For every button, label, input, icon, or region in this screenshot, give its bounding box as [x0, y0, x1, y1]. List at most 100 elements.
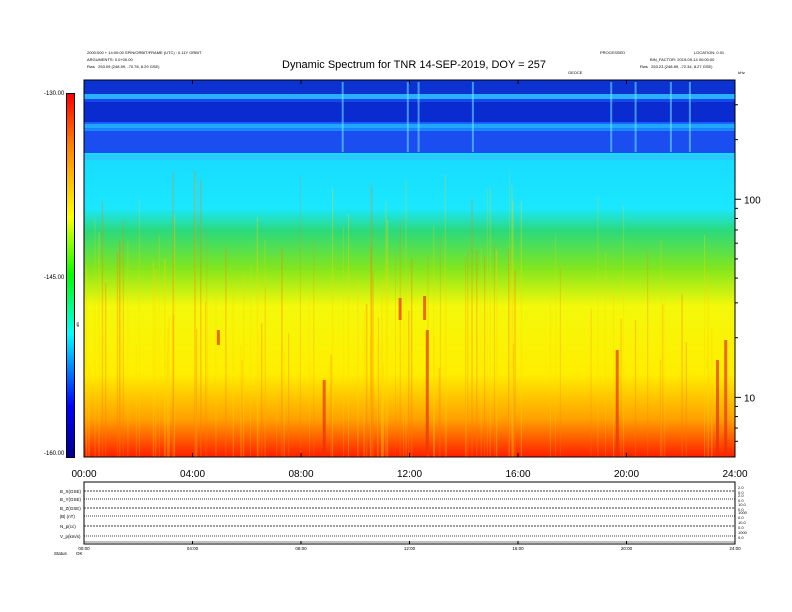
spectrum-streak: [512, 200, 514, 458]
spectrum-streak: [195, 177, 196, 457]
lower-right-tick: 0.0: [738, 525, 744, 530]
spectrum-streak: [476, 250, 478, 457]
spectrum-streak: [276, 369, 278, 457]
spectrum-streak: [509, 171, 510, 457]
spectrum-streak: [634, 320, 637, 457]
spectrum-streak: [174, 214, 176, 457]
spectrum-top-streak: [610, 82, 613, 152]
lower-right-tick: 2.0: [738, 485, 744, 490]
x-tick-label: 00:00: [71, 469, 96, 480]
y-tick-label: 10: [744, 393, 756, 404]
spectrum-streak: [122, 221, 124, 457]
lower-row-label: B_Z(GSE): [60, 506, 81, 511]
spectrum-streak: [513, 343, 514, 457]
spectrum-streak: [369, 337, 371, 457]
spectrum-streak: [623, 205, 625, 457]
spectrum-streak: [508, 248, 510, 457]
spectrum-top-streak: [406, 82, 409, 152]
lower-right-tick: 1000: [738, 510, 748, 515]
status-label: Status: [54, 551, 68, 556]
spectrum-streak: [330, 354, 332, 457]
band-light-2: [84, 124, 735, 128]
header-left-line2: ARGUMENTS: 0.0+00.00: [87, 57, 133, 62]
x-tick-label: 08:00: [288, 469, 313, 480]
spectrum-streak: [590, 308, 592, 457]
spectrum-streak: [196, 329, 198, 457]
spectrum-streak: [706, 272, 708, 457]
spectrum-streak: [94, 219, 96, 457]
spectrum-streak: [605, 252, 606, 457]
spectrum-streak: [378, 317, 379, 457]
spectrum-streak: [127, 241, 129, 457]
header-left-rws-value: 253.09 (248.59, -70.78, 8.29 GSE): [98, 64, 160, 69]
spectrum-streak: [372, 279, 374, 457]
spectrum-streak: [704, 235, 705, 457]
lower-x-tick-label: 04:00: [187, 546, 199, 551]
spectrum-streak: [232, 283, 234, 457]
lower-row-label: N_p(cc): [60, 524, 76, 529]
header-right-line2: BIN_FACTOR: 2019-09-14 00:00:00: [650, 57, 715, 62]
spectrum-streak: [597, 197, 599, 458]
spectrum-streak: [471, 198, 473, 457]
spectrum-streak: [381, 280, 383, 457]
colorbar: [66, 93, 75, 458]
spectrum-burst: [615, 350, 619, 455]
spectrum-streak: [357, 280, 359, 457]
spectrum-streak: [88, 365, 90, 457]
lower-right-tick: 0.0: [738, 535, 744, 540]
lower-x-tick-label: 08:00: [295, 546, 307, 551]
header-right-rws-value: 253.23 (248.89, -72.34, 8.27 GSE): [651, 64, 713, 69]
spectrum-burst: [724, 340, 728, 455]
spectrum-streak: [200, 180, 202, 457]
spectrum-streak: [613, 292, 615, 457]
spectrum-streak: [194, 170, 196, 457]
lower-right-tick: 10.0: [738, 502, 747, 507]
spectrum-streak: [465, 258, 466, 457]
spectrum-streak: [549, 297, 551, 457]
spectrum-streak: [196, 367, 198, 457]
band-light-3: [84, 155, 735, 160]
spectrum-burst: [322, 380, 326, 455]
spectrum-burst: [398, 298, 402, 320]
spectrum-streak: [313, 240, 315, 457]
spectrum-streak: [370, 245, 372, 457]
spectrum-streak: [166, 328, 169, 457]
spectrum-streak: [465, 302, 467, 457]
spectrum-streak: [309, 296, 310, 457]
spectrum-streak: [250, 264, 251, 457]
header-center-tag: GEOCE: [568, 70, 583, 75]
spectrum-streak: [662, 304, 664, 457]
spectrum-streak: [377, 342, 379, 457]
lower-right-tick: 0.0: [738, 515, 744, 520]
band-blue-3: [84, 131, 735, 153]
spectrum-streak: [370, 185, 373, 457]
spectrum-streak: [241, 359, 243, 457]
lower-row-label: B_X(GSE): [60, 489, 82, 494]
y-tick-label: 100: [744, 195, 761, 206]
spectrum-streak: [372, 271, 374, 457]
spectrogram-streaks: [86, 82, 728, 458]
spectrum-streak: [168, 315, 170, 457]
header-corner-tag: kHz: [738, 70, 745, 75]
spectrum-burst: [716, 360, 719, 455]
x-tick-label: 16:00: [505, 469, 530, 480]
spectrum-streak: [299, 175, 301, 457]
spectrum-streak: [264, 240, 266, 457]
colorbar-tick-min: -160.00: [44, 451, 65, 457]
spectrum-streak: [172, 314, 174, 457]
spectrum-streak: [410, 258, 413, 457]
x-tick-label: 04:00: [180, 469, 205, 480]
spectrum-streak: [386, 220, 389, 457]
spectrum-streak: [119, 240, 120, 457]
spectrum-streak: [405, 180, 407, 457]
spectrum-top-streak: [634, 82, 637, 152]
lower-x-tick-label: 12:00: [404, 546, 416, 551]
spectrum-streak: [403, 282, 404, 457]
lower-row-label: V_p(km/s): [60, 534, 81, 539]
spectrum-streak: [495, 249, 498, 457]
lower-panels: B_X(GSE)2.00.0B_Y(GSE)2.00.0B_Z(GSE)10.0…: [54, 481, 748, 556]
spectrum-streak: [382, 363, 385, 457]
band-light-1: [84, 94, 735, 99]
header-right-line1: LOCATION: 0.01: [694, 50, 725, 55]
